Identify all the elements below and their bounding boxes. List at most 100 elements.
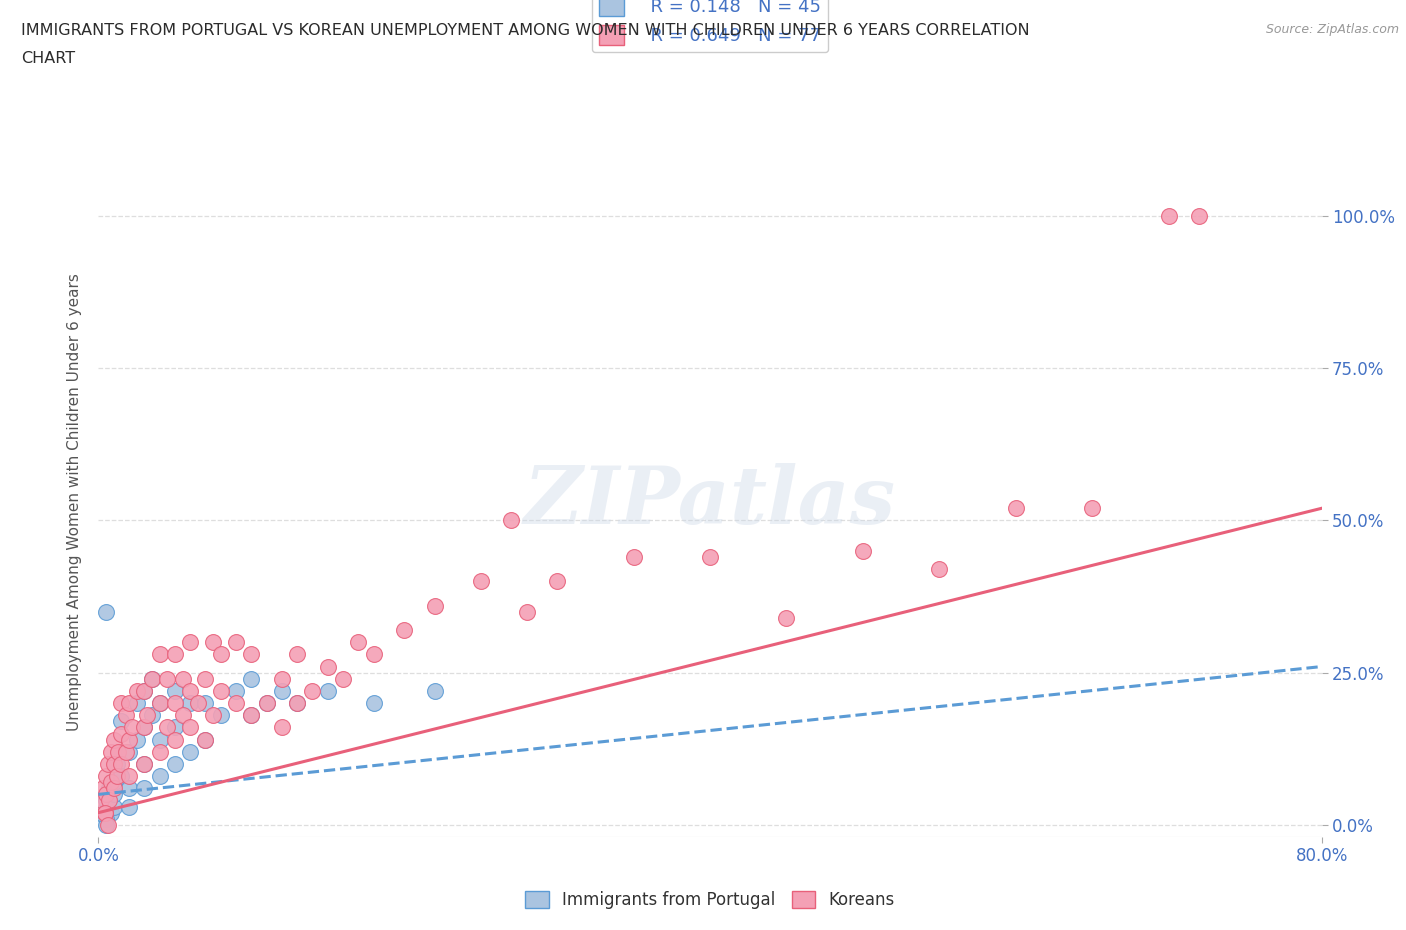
Point — [240, 647, 263, 662]
Point — [194, 696, 217, 711]
Point — [172, 671, 194, 686]
Point — [94, 805, 117, 820]
Point — [134, 684, 156, 698]
Point — [194, 732, 217, 747]
Point — [94, 793, 117, 808]
Point — [623, 550, 645, 565]
Point — [103, 781, 125, 796]
Point — [94, 811, 117, 826]
Point — [134, 720, 156, 735]
Point — [270, 671, 292, 686]
Point — [134, 756, 156, 771]
Legend: Immigrants from Portugal, Koreans: Immigrants from Portugal, Koreans — [519, 884, 901, 916]
Point — [392, 622, 416, 637]
Point — [149, 769, 172, 784]
Point — [163, 696, 186, 711]
Point — [270, 720, 292, 735]
Point — [115, 708, 138, 723]
Point — [94, 769, 117, 784]
Point — [149, 647, 172, 662]
Point — [225, 696, 247, 711]
Point — [110, 756, 132, 771]
Point — [125, 732, 148, 747]
Point — [103, 799, 125, 814]
Point — [316, 684, 339, 698]
Point — [105, 756, 128, 771]
Point — [90, 805, 112, 820]
Point — [97, 756, 120, 771]
Point — [90, 793, 112, 808]
Point — [103, 775, 125, 790]
Point — [115, 744, 138, 759]
Point — [93, 805, 115, 820]
Point — [363, 647, 385, 662]
Point — [209, 708, 232, 723]
Point — [240, 708, 263, 723]
Point — [118, 769, 141, 784]
Point — [699, 550, 721, 565]
Point — [179, 684, 201, 698]
Point — [1081, 501, 1104, 516]
Point — [156, 720, 179, 735]
Point — [852, 543, 875, 558]
Point — [179, 744, 201, 759]
Point — [225, 635, 247, 650]
Point — [285, 696, 308, 711]
Point — [149, 696, 172, 711]
Point — [1157, 208, 1180, 223]
Point — [332, 671, 354, 686]
Point — [516, 604, 538, 619]
Point — [134, 781, 156, 796]
Point — [110, 726, 132, 741]
Point — [194, 671, 217, 686]
Point — [118, 732, 141, 747]
Point — [110, 696, 132, 711]
Point — [134, 684, 156, 698]
Point — [156, 671, 179, 686]
Point — [179, 635, 201, 650]
Point — [546, 574, 568, 589]
Point — [928, 562, 950, 577]
Point — [202, 708, 225, 723]
Point — [187, 696, 209, 711]
Point — [149, 744, 172, 759]
Point — [423, 684, 446, 698]
Text: ZIPatlas: ZIPatlas — [524, 463, 896, 541]
Point — [110, 769, 132, 784]
Point — [163, 756, 186, 771]
Point — [141, 671, 163, 686]
Point — [209, 647, 232, 662]
Point — [285, 696, 308, 711]
Point — [100, 744, 122, 759]
Point — [105, 769, 128, 784]
Point — [301, 684, 323, 698]
Point — [118, 696, 141, 711]
Point — [1188, 208, 1211, 223]
Point — [103, 787, 125, 802]
Point — [256, 696, 278, 711]
Point — [163, 732, 186, 747]
Point — [103, 732, 125, 747]
Point — [94, 817, 117, 832]
Point — [94, 604, 117, 619]
Point — [316, 659, 339, 674]
Point — [125, 696, 148, 711]
Point — [163, 647, 186, 662]
Point — [134, 756, 156, 771]
Point — [136, 708, 159, 723]
Point — [209, 684, 232, 698]
Point — [363, 696, 385, 711]
Point — [256, 696, 278, 711]
Point — [103, 756, 125, 771]
Point — [225, 684, 247, 698]
Text: CHART: CHART — [21, 51, 75, 66]
Point — [194, 732, 217, 747]
Point — [202, 635, 225, 650]
Text: IMMIGRANTS FROM PORTUGAL VS KOREAN UNEMPLOYMENT AMONG WOMEN WITH CHILDREN UNDER : IMMIGRANTS FROM PORTUGAL VS KOREAN UNEMP… — [21, 23, 1029, 38]
Point — [163, 720, 186, 735]
Point — [347, 635, 370, 650]
Point — [149, 696, 172, 711]
Point — [100, 805, 122, 820]
Point — [470, 574, 492, 589]
Point — [98, 793, 121, 808]
